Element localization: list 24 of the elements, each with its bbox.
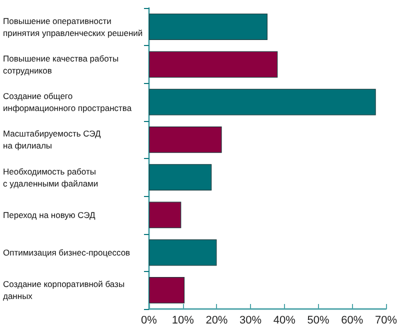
y-tick-label: Необходимость работы с удаленными файлами [3, 166, 98, 188]
y-tick-label: Масштабируемость СЭД на филиалы [3, 128, 101, 151]
x-tick-label: 50% [307, 314, 330, 326]
y-tick-label: Создание общего информационного пространства [3, 91, 132, 114]
x-tick-label: 0% [141, 314, 158, 326]
bar [149, 202, 182, 228]
y-tick-label: Повышение оперативности принятия управленческих решений [3, 16, 143, 38]
bar [149, 239, 217, 266]
x-tick-label: 10% [172, 314, 194, 326]
bar [149, 126, 222, 153]
x-tick-label: 30% [240, 314, 262, 326]
y-tick-label: Создание корпоративной базы данных [3, 279, 125, 302]
x-tick-label: 70% [374, 314, 398, 326]
bar [149, 164, 212, 190]
bar [149, 51, 278, 78]
x-tick-label: 40% [273, 314, 296, 326]
x-tick-label: 60% [341, 314, 364, 326]
y-tick-label: Повышение качества работы сотрудников [3, 53, 119, 76]
bar [149, 14, 268, 40]
bar [149, 88, 376, 116]
bar [149, 277, 185, 304]
x-tick-label: 20% [206, 314, 228, 326]
y-tick-label: Оптимизация бизнес-процессов [3, 248, 131, 258]
y-tick-label: Переход на новую СЭД [3, 210, 96, 220]
